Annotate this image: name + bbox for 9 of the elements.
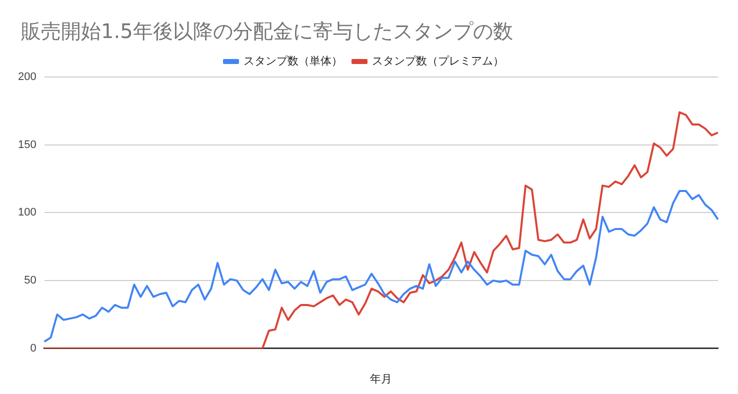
- y-tick-label: 150: [18, 138, 36, 151]
- legend-label: スタンプ数（プレミアム）: [372, 54, 504, 68]
- y-tick-label: 50: [24, 274, 36, 287]
- x-axis-title: 年月: [370, 373, 392, 386]
- y-tick-label: 100: [18, 206, 36, 219]
- y-tick-label: 200: [18, 71, 36, 84]
- y-tick-label: 0: [30, 342, 36, 354]
- chart-title: 販売開始1.5年後以降の分配金に寄与したスタンプの数: [21, 18, 513, 45]
- legend-label: スタンプ数（単体）: [244, 54, 342, 68]
